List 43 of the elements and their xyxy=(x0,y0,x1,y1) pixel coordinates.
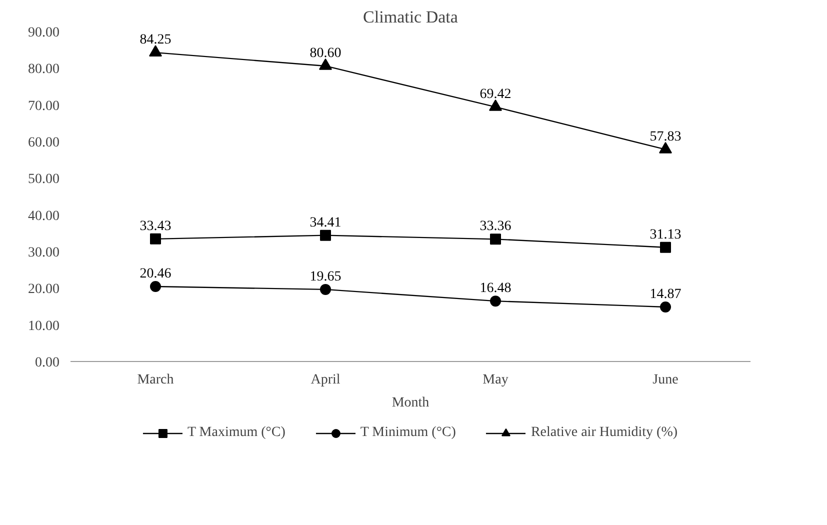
legend-label: T Minimum (°C) xyxy=(360,425,456,441)
y-tick-label: 90.00 xyxy=(28,26,60,40)
data-label: 16.48 xyxy=(480,281,512,296)
y-tick-label: 70.00 xyxy=(28,98,60,114)
data-label: 31.13 xyxy=(650,227,682,242)
data-label: 80.60 xyxy=(310,46,342,61)
point xyxy=(660,242,671,253)
y-tick-label: 30.00 xyxy=(28,246,60,260)
legend-label: T Maximum (°C) xyxy=(187,425,286,441)
legend-label: Relative air Humidity (%) xyxy=(530,425,678,441)
point xyxy=(319,58,332,70)
data-label: 14.87 xyxy=(650,286,682,302)
point xyxy=(490,296,501,307)
point xyxy=(489,100,502,111)
point xyxy=(150,280,161,292)
point xyxy=(320,230,331,241)
data-label: 33.36 xyxy=(480,219,512,234)
y-tick-label: 20.00 xyxy=(28,282,60,298)
data-label: 69.42 xyxy=(480,86,512,102)
point xyxy=(490,234,501,245)
point xyxy=(320,284,331,295)
data-label: 20.46 xyxy=(140,266,172,282)
x-axis-title: Month xyxy=(392,396,430,410)
x-tick-label: April xyxy=(310,372,340,388)
y-tick-label: 10.00 xyxy=(28,318,60,334)
y-tick-label: 40.00 xyxy=(28,208,60,224)
y-tick-label: 0.00 xyxy=(35,356,60,370)
point xyxy=(660,301,671,312)
point xyxy=(150,233,161,244)
y-tick-label: 50.00 xyxy=(28,172,60,188)
x-tick-label: June xyxy=(652,372,678,388)
point xyxy=(149,45,162,57)
data-label: 33.43 xyxy=(140,218,172,234)
x-tick-label: March xyxy=(137,372,174,388)
y-tick-label: 80.00 xyxy=(28,62,60,78)
point xyxy=(659,142,672,154)
data-label: 34.41 xyxy=(310,215,342,230)
data-label: 57.83 xyxy=(650,129,682,144)
y-tick-label: 60.00 xyxy=(28,136,60,150)
x-tick-label: May xyxy=(482,372,508,388)
data-label: 84.25 xyxy=(140,32,172,48)
data-label: 19.65 xyxy=(310,269,342,284)
chart-title: Climatic Data xyxy=(363,8,458,26)
